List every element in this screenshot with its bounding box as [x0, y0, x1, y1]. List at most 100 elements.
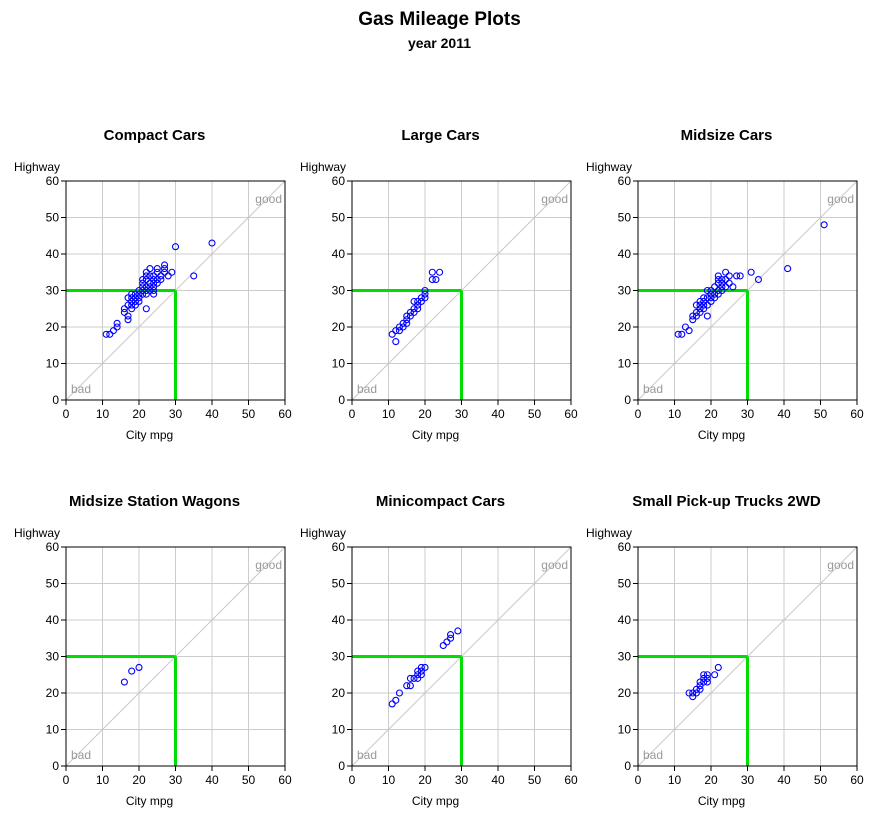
data-point — [150, 275, 158, 284]
x-tick-label: 0 — [635, 407, 642, 421]
data-point — [414, 674, 422, 682]
data-point — [146, 279, 154, 287]
x-tick-label: 30 — [455, 773, 469, 787]
data-point — [703, 294, 711, 302]
data-point — [711, 283, 719, 291]
data-point — [714, 272, 722, 280]
data-point — [142, 286, 150, 295]
data-point — [718, 286, 726, 295]
y-tick-label: 0 — [52, 393, 59, 407]
data-point — [150, 290, 158, 298]
y-tick-label: 10 — [46, 357, 60, 371]
y-tick-label: 60 — [332, 540, 346, 554]
data-point — [711, 290, 719, 298]
data-point — [696, 301, 704, 309]
data-point — [150, 283, 158, 291]
data-point — [150, 279, 158, 287]
data-point — [707, 294, 715, 302]
data-point — [128, 297, 136, 306]
data-point — [417, 667, 425, 675]
data-point — [689, 312, 697, 320]
data-point — [696, 678, 704, 686]
data-point — [714, 290, 722, 298]
x-tick-label: 60 — [564, 773, 578, 787]
data-point — [718, 279, 726, 287]
data-point — [696, 305, 704, 313]
data-point — [131, 301, 139, 309]
data-point — [161, 261, 169, 269]
panel-title: Large Cars — [401, 127, 479, 144]
data-point — [703, 671, 711, 679]
data-point — [106, 330, 114, 338]
x-tick-label: 0 — [349, 407, 356, 421]
data-point — [102, 330, 110, 338]
x-tick-label: 0 — [349, 773, 356, 787]
x-tick-label: 20 — [704, 773, 718, 787]
data-point — [725, 272, 733, 280]
x-tick-label: 20 — [132, 773, 146, 787]
y-tick-label: 20 — [332, 320, 346, 334]
y-tick-label: 50 — [46, 577, 60, 591]
y-tick-label: 40 — [618, 247, 632, 261]
x-tick-label: 10 — [668, 407, 682, 421]
data-point — [113, 319, 121, 327]
y-tick-label: 20 — [46, 320, 60, 334]
data-point — [142, 305, 150, 313]
annotation-good: good — [255, 192, 282, 206]
y-tick-label: 60 — [618, 540, 632, 554]
data-point — [689, 693, 697, 701]
x-tick-label: 0 — [635, 773, 642, 787]
data-point — [403, 312, 411, 320]
data-point — [142, 268, 150, 276]
y-axis-label: Highway — [300, 160, 346, 174]
y-tick-label: 40 — [618, 613, 632, 627]
data-point — [392, 338, 400, 346]
y-axis-label: Highway — [14, 526, 60, 540]
x-axis-label: City mpg — [698, 428, 745, 442]
data-point — [707, 297, 715, 306]
data-point — [142, 283, 150, 291]
data-point — [146, 283, 154, 291]
data-point — [406, 682, 414, 690]
y-tick-label: 10 — [332, 357, 346, 371]
data-point — [696, 685, 704, 693]
data-point — [399, 323, 407, 331]
data-point — [784, 265, 792, 273]
panel-title: Minicompact Cars — [376, 493, 505, 510]
y-tick-label: 10 — [618, 723, 632, 737]
data-point — [146, 286, 154, 295]
data-point — [736, 272, 744, 280]
panel-title: Midsize Cars — [681, 127, 773, 144]
data-point — [685, 327, 693, 335]
data-point — [446, 631, 455, 639]
y-tick-label: 20 — [46, 686, 60, 700]
panel-title: Midsize Station Wagons — [69, 493, 240, 510]
data-point — [696, 297, 704, 306]
y-tick-label: 30 — [332, 284, 346, 298]
page-subtitle: year 2011 — [407, 35, 472, 51]
x-tick-label: 60 — [850, 407, 864, 421]
x-axis-label: City mpg — [126, 794, 173, 808]
data-point — [722, 283, 730, 291]
y-axis-label: Highway — [300, 526, 346, 540]
y-tick-label: 0 — [52, 759, 59, 773]
x-tick-label: 40 — [491, 773, 505, 787]
data-point — [406, 312, 414, 320]
chart-panel: 0 10 20 30 40 50 60 0 10 20 30 40 50 60 Midsize Cars Hi… — [586, 127, 864, 442]
data-point — [439, 641, 447, 650]
data-point — [718, 283, 726, 291]
y-tick-label: 10 — [618, 357, 632, 371]
data-point — [700, 301, 708, 309]
data-point — [711, 671, 719, 679]
data-point — [674, 330, 682, 338]
x-tick-label: 30 — [741, 773, 755, 787]
data-point — [403, 319, 411, 327]
data-point — [443, 638, 451, 646]
x-tick-label: 50 — [528, 773, 542, 787]
data-point — [153, 265, 161, 273]
data-point — [146, 265, 154, 273]
x-tick-label: 10 — [96, 773, 110, 787]
annotation-good: good — [827, 558, 854, 572]
y-tick-label: 60 — [332, 174, 346, 188]
x-tick-label: 0 — [63, 407, 70, 421]
